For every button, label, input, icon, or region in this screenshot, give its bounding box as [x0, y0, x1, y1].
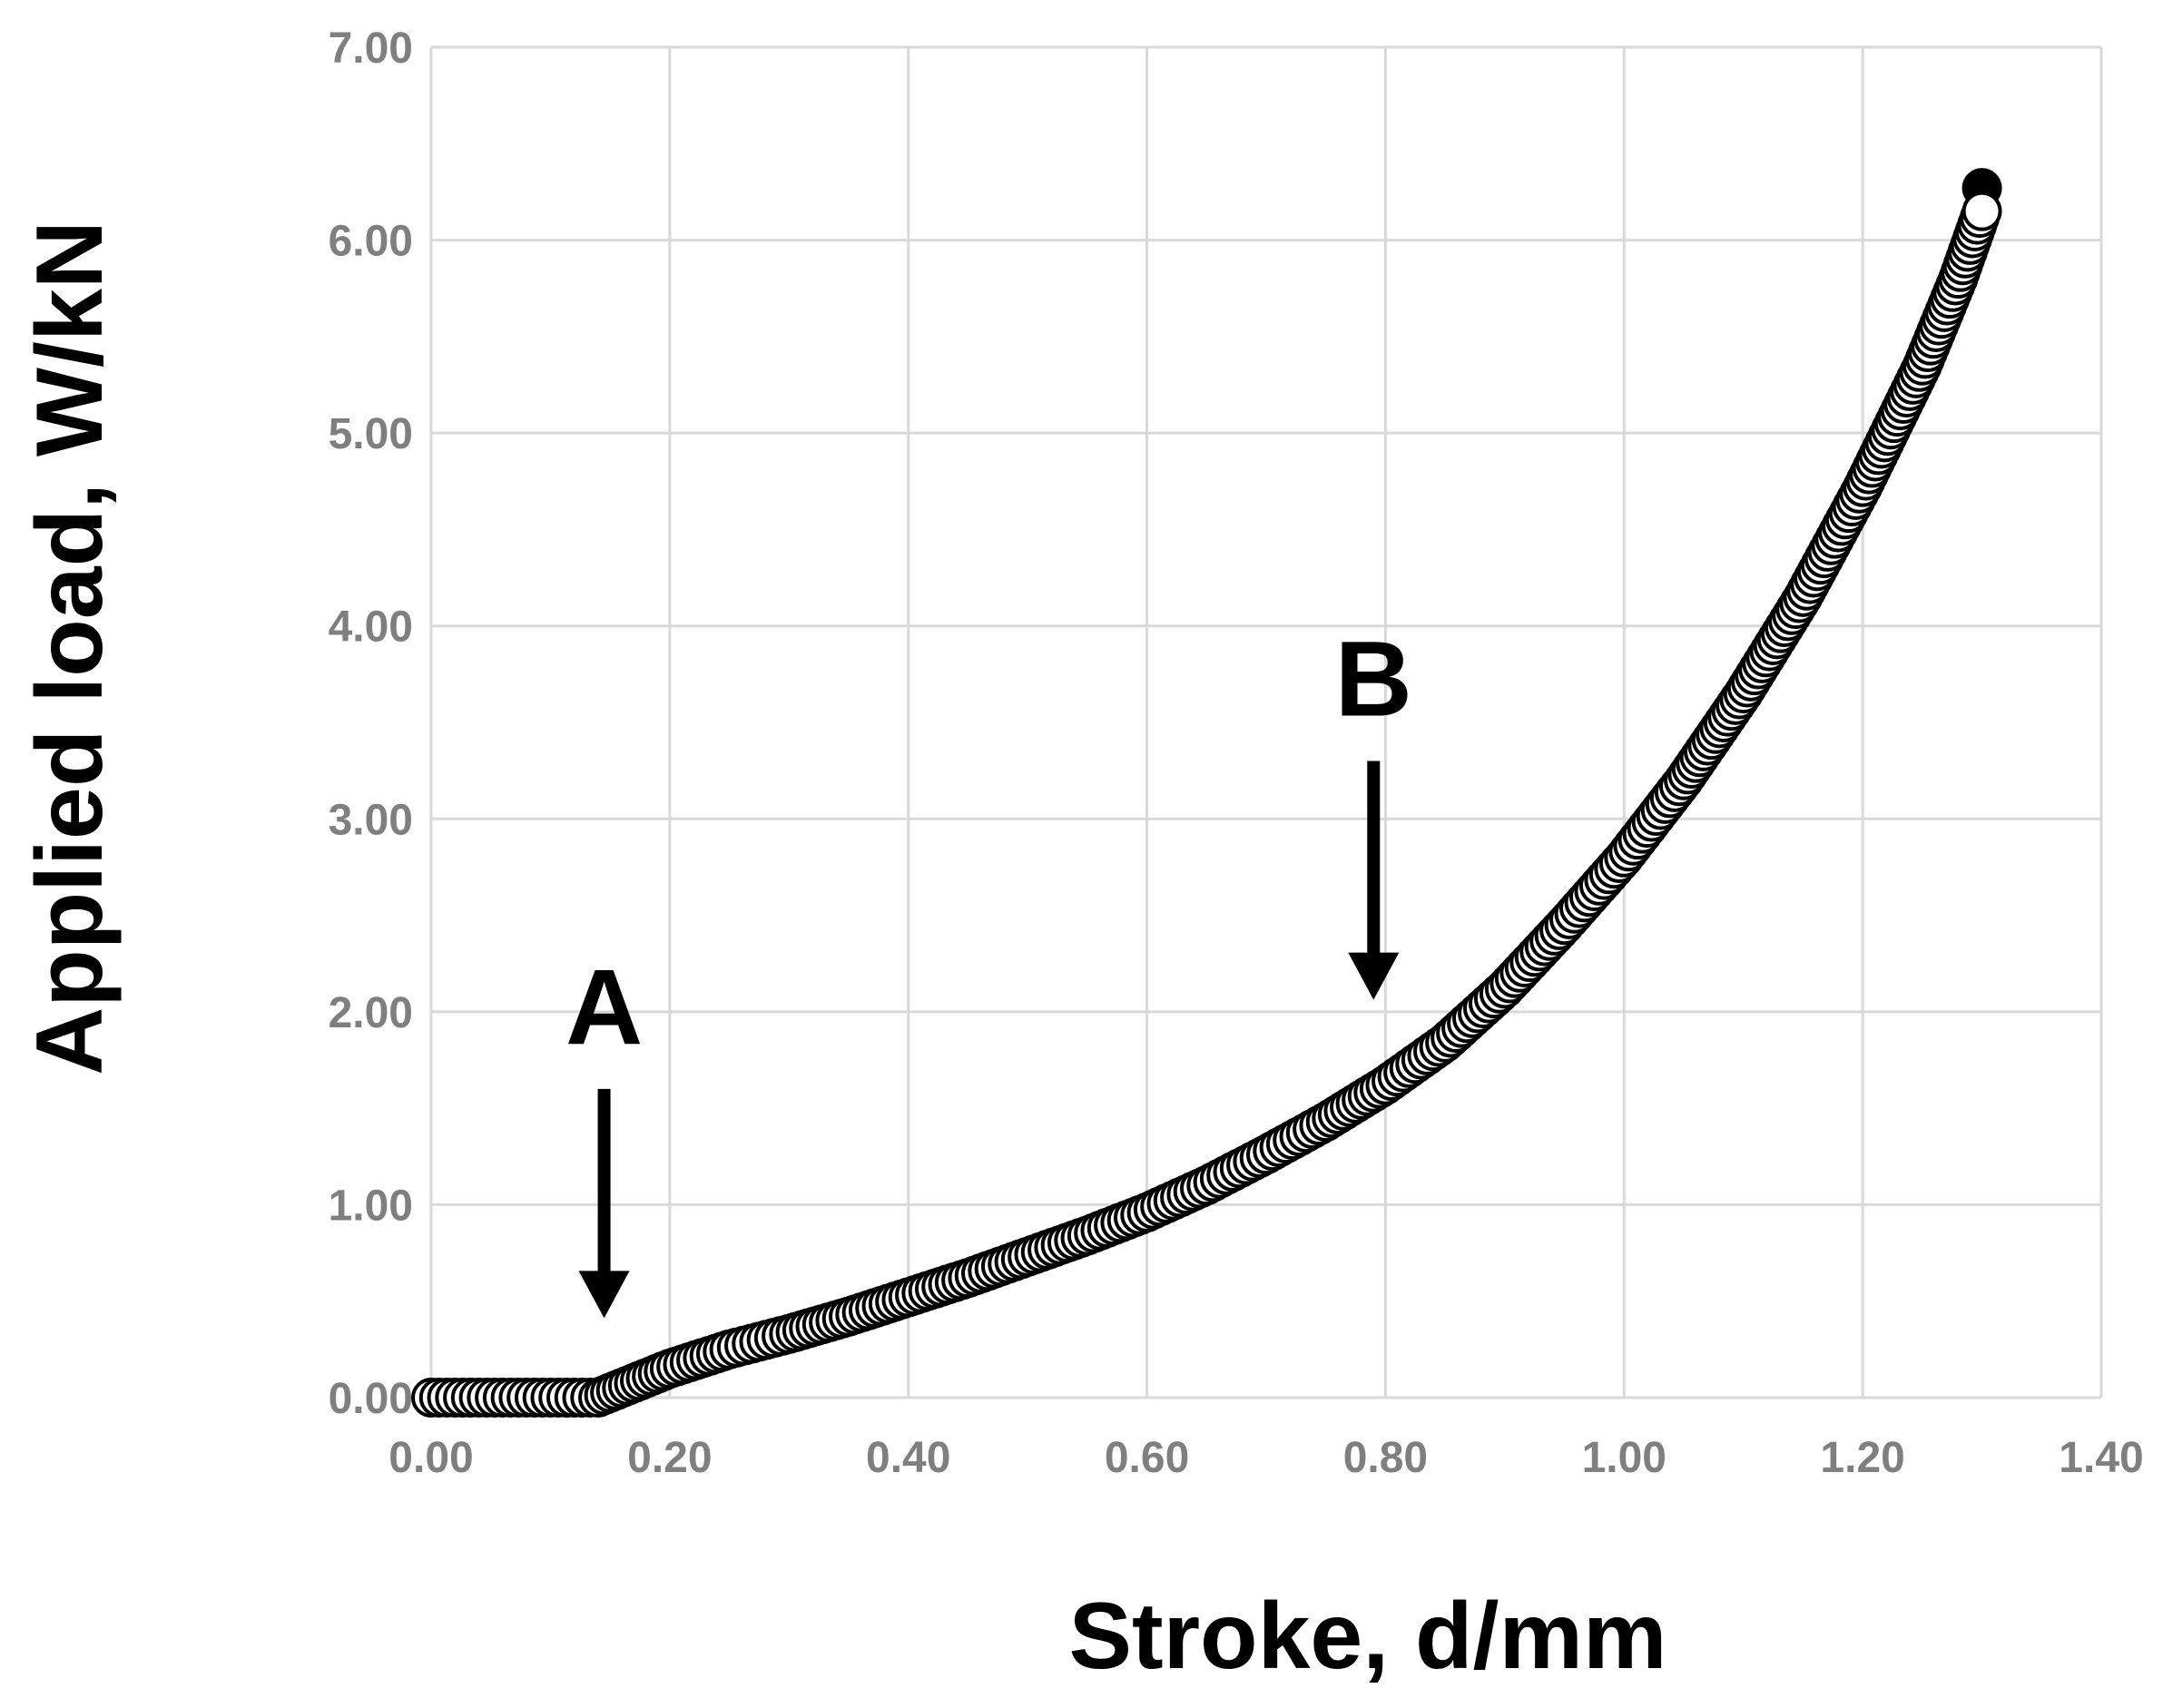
annotation-arrow-head — [1348, 952, 1400, 1000]
x-tick-label: 1.20 — [1820, 1434, 1904, 1482]
data-point — [1961, 191, 2002, 231]
y-axis-title: Applied load, W/kN — [17, 221, 123, 1075]
x-tick-labels: 0.00 0.20 0.40 0.60 0.80 1.00 1.20 1.40 — [388, 1434, 2143, 1482]
y-tick-labels: 0.00 1.00 2.00 3.00 4.00 5.00 6.00 7.00 — [329, 25, 413, 1423]
annotations: AB — [565, 620, 1412, 1319]
grid — [429, 45, 2103, 1399]
x-tick-label: 0.60 — [1105, 1434, 1189, 1482]
y-tick-label: 3.00 — [329, 796, 413, 844]
y-tick-label: 5.00 — [329, 410, 413, 458]
x-axis-title: Stroke, d/mm — [1069, 1584, 1667, 1689]
y-tick-label: 0.00 — [329, 1375, 413, 1423]
y-tick-label: 6.00 — [329, 218, 413, 266]
x-tick-label: 0.40 — [866, 1434, 950, 1482]
x-tick-label: 1.40 — [2059, 1434, 2143, 1482]
y-tick-label: 7.00 — [329, 25, 413, 73]
x-tick-label: 0.80 — [1343, 1434, 1428, 1482]
y-tick-label: 2.00 — [329, 989, 413, 1037]
annotation-arrow-head — [578, 1271, 630, 1319]
y-tick-label: 4.00 — [329, 604, 413, 652]
x-tick-label: 0.20 — [627, 1434, 712, 1482]
data-points — [411, 168, 2002, 1418]
annotation-label: A — [565, 947, 643, 1067]
annotation-label: B — [1335, 620, 1412, 740]
y-tick-label: 1.00 — [329, 1182, 413, 1230]
x-tick-label: 1.00 — [1582, 1434, 1666, 1482]
x-tick-label: 0.00 — [388, 1434, 473, 1482]
